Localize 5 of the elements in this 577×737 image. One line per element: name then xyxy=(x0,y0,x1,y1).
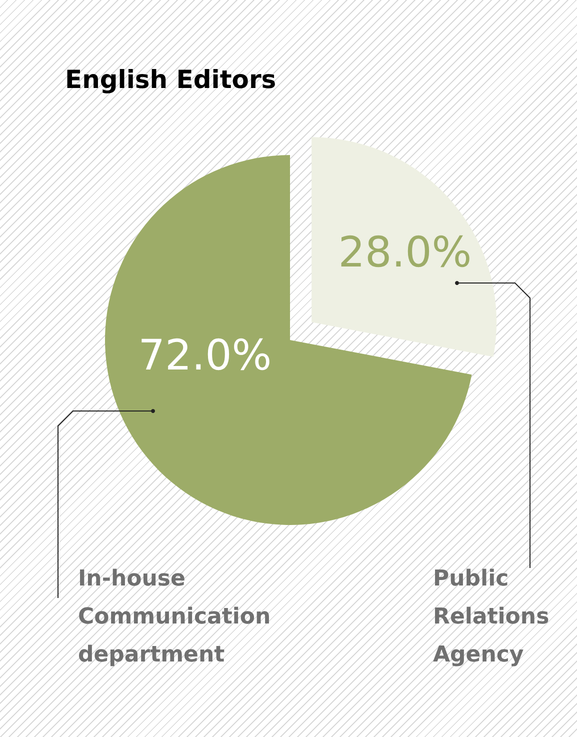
slice-label: Public Relations Agency xyxy=(433,566,557,668)
chart-title: English Editors xyxy=(65,65,276,94)
data-label: 72.0% xyxy=(138,330,272,380)
slice-label: In-house Communication department xyxy=(78,566,278,668)
data-label: 28.0% xyxy=(338,228,472,276)
